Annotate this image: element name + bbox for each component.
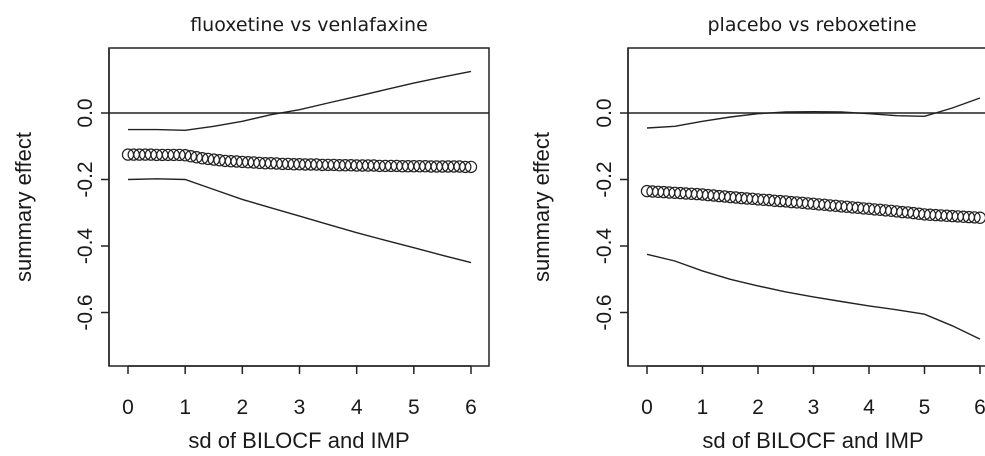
panel-fluoxetine-vs-venlafaxine: fluoxetine vs venlafaxine 0.0 -0.2 -0.4 -0.…: [11, 14, 490, 453]
series-marks: [121, 70, 478, 264]
panel-title: placebo vs reboxetine: [707, 14, 916, 36]
y-tick-label: 0.0: [593, 98, 616, 127]
x-tick-label: 4: [863, 396, 875, 419]
x-tick-label: 3: [808, 396, 820, 419]
y-axis-label: summary effect: [529, 132, 554, 282]
x-tick-label: 5: [919, 396, 931, 419]
y-tick-label: -0.2: [593, 161, 616, 197]
panel-title: fluoxetine vs venlafaxine: [190, 14, 428, 36]
upper-bound-line: [128, 70, 472, 132]
y-tick-label: 0.0: [74, 98, 97, 127]
x-tick-label: 3: [294, 396, 306, 419]
upper-bound-line: [646, 97, 981, 129]
y-ticks: 0.0 -0.2 -0.4 -0.6: [74, 98, 109, 331]
x-tick-label: 0: [122, 396, 134, 419]
y-tick-label: -0.4: [74, 228, 97, 265]
panel-placebo-vs-reboxetine: placebo vs reboxetine 0.0 -0.2 -0.4 -0.6 0 1…: [529, 14, 985, 453]
x-axis-label: sd of BILOCF and IMP: [702, 428, 923, 453]
x-tick-label: 5: [408, 396, 420, 419]
summary-effect-point: [968, 211, 981, 224]
lower-bound-line: [646, 253, 981, 340]
x-tick-label: 4: [351, 396, 363, 419]
x-ticks: 0 1 2 3 4 5 6: [641, 366, 985, 419]
y-tick-label: -0.6: [74, 294, 97, 330]
x-tick-label: 2: [236, 396, 248, 419]
plot-frame: [108, 47, 490, 367]
summary-effect-point: [459, 160, 472, 174]
series-marks: [640, 97, 985, 340]
x-tick-label: 1: [179, 396, 191, 419]
y-axis-label: summary effect: [11, 132, 36, 282]
x-tick-label: 1: [697, 396, 709, 419]
y-tick-label: -0.6: [593, 294, 616, 330]
x-tick-label: 6: [465, 396, 477, 419]
lower-bound-line: [127, 178, 472, 264]
y-tick-label: -0.2: [74, 161, 97, 197]
y-tick-label: -0.4: [593, 228, 616, 265]
x-ticks: 0 1 2 3 4 5 6: [122, 366, 477, 419]
summary-effect-point: [464, 160, 478, 174]
summary-effect-point: [973, 211, 985, 224]
x-tick-label: 6: [974, 396, 985, 419]
x-tick-label: 0: [641, 396, 653, 419]
x-axis-label: sd of BILOCF and IMP: [188, 428, 409, 453]
y-ticks: 0.0 -0.2 -0.4 -0.6: [593, 98, 628, 331]
x-tick-label: 2: [752, 396, 764, 419]
